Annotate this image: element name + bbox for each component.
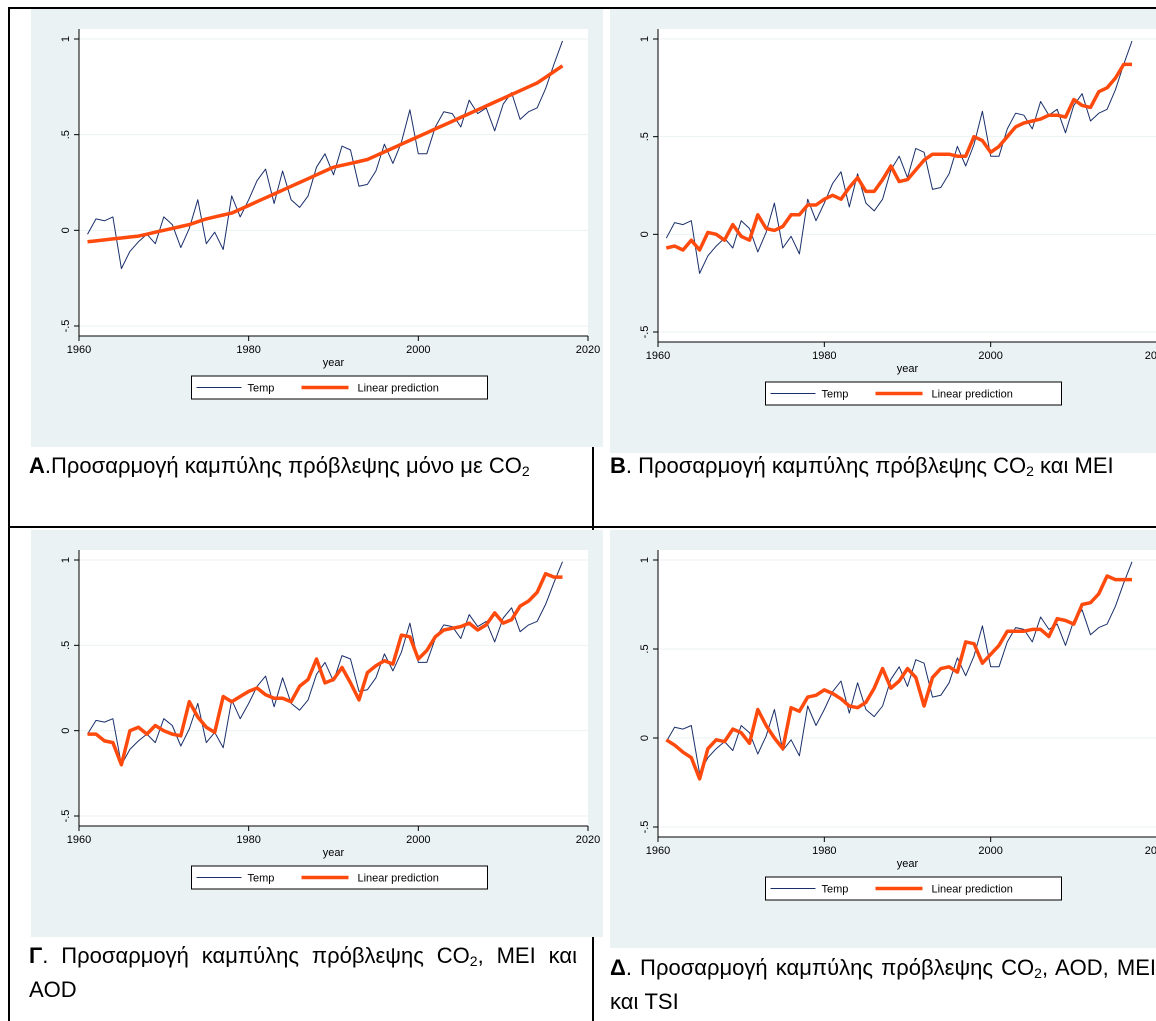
- caption-text: . Προσαρμογή καμπύλης πρόβλεψης CO: [626, 955, 1034, 980]
- x-tick-label: 1960: [646, 845, 670, 857]
- x-axis-label: year: [323, 357, 345, 369]
- legend: Temp Linear prediction: [192, 376, 488, 399]
- caption-c: Γ. Προσαρμογή καμπύλης πρόβλεψης CO2, ME…: [29, 939, 577, 1007]
- plot-area: [658, 550, 1156, 837]
- y-tick-label: 1: [639, 36, 651, 42]
- y-tick-label: 1: [60, 36, 72, 42]
- plot-area: [79, 29, 588, 336]
- x-tick-label: 2000: [406, 834, 430, 846]
- x-tick-label: 1960: [67, 834, 91, 846]
- caption-a: Α.Προσαρμογή καμπύλης πρόβλεψης μόνο με …: [29, 449, 577, 483]
- x-axis-label: year: [897, 363, 919, 375]
- caption-subscript: 2: [470, 953, 478, 969]
- caption-d: Δ. Προσαρμογή καμπύλης πρόβλεψης CO2, AO…: [610, 951, 1156, 1019]
- y-tick-label: -.5: [60, 810, 72, 823]
- chart-b: -.5 0 .5 1 1960 1980 2000 2020 year Temp Linear pr…: [610, 9, 1156, 453]
- y-tick-label: .5: [60, 130, 72, 139]
- legend: Temp Linear prediction: [192, 866, 488, 889]
- caption-b: Β. Προσαρμογή καμπύλης πρόβλεψης CO2 και…: [610, 449, 1156, 483]
- x-tick-label: 1980: [236, 834, 260, 846]
- x-tick-label: 1980: [812, 350, 836, 362]
- caption-tail: και MEI: [1034, 453, 1114, 478]
- y-tick-label: 0: [60, 728, 72, 734]
- caption-letter: Β: [610, 453, 626, 478]
- y-tick-label: -.5: [639, 821, 651, 834]
- y-tick-label: 0: [639, 231, 651, 237]
- caption-text: . Προσαρμογή καμπύλης πρόβλεψης CO: [42, 943, 470, 968]
- x-tick-label: 1980: [236, 344, 260, 356]
- y-tick-label: 1: [60, 557, 72, 563]
- legend-label-prediction: Linear prediction: [358, 383, 439, 395]
- legend-label-prediction: Linear prediction: [358, 873, 439, 885]
- caption-subscript: 2: [1034, 965, 1042, 981]
- x-tick-label: 2000: [978, 350, 1002, 362]
- legend-label-prediction: Linear prediction: [932, 389, 1013, 401]
- chart-a: -.5 0 .5 1 1960 1980 2000 2020 year Temp Linear pr…: [31, 9, 603, 447]
- chart-c: -.5 0 .5 1 1960 1980 2000 2020 year Temp Linear pr…: [31, 530, 603, 937]
- x-tick-label: 1960: [646, 350, 670, 362]
- caption-letter: Γ: [29, 943, 42, 968]
- caption-letter: Δ: [610, 955, 626, 980]
- y-tick-label: 0: [639, 735, 651, 741]
- y-tick-label: .5: [639, 132, 651, 141]
- y-tick-label: -.5: [639, 326, 651, 339]
- x-axis-label: year: [323, 847, 345, 859]
- legend-label-temp: Temp: [822, 884, 849, 896]
- y-tick-label: .5: [639, 644, 651, 653]
- x-tick-label: 1980: [812, 845, 836, 857]
- plot-area: [658, 29, 1156, 342]
- legend: Temp Linear prediction: [766, 877, 1062, 900]
- x-tick-label: 2020: [1145, 350, 1156, 362]
- caption-letter: Α: [29, 453, 45, 478]
- legend-label-temp: Temp: [822, 389, 849, 401]
- y-tick-label: .5: [60, 641, 72, 650]
- y-tick-label: -.5: [60, 320, 72, 333]
- x-axis-label: year: [897, 858, 919, 870]
- chart-d: -.5 0 .5 1 1960 1980 2000 2020 year Temp Linear pr…: [610, 530, 1156, 948]
- legend-label-temp: Temp: [248, 873, 275, 885]
- x-tick-label: 1960: [67, 344, 91, 356]
- legend-label-temp: Temp: [248, 383, 275, 395]
- x-tick-label: 2000: [978, 845, 1002, 857]
- caption-text: .Προσαρμογή καμπύλης πρόβλεψης μόνο με C…: [45, 453, 522, 478]
- x-tick-label: 2000: [406, 344, 430, 356]
- caption-subscript: 2: [1026, 463, 1034, 479]
- x-tick-label: 2020: [1145, 845, 1156, 857]
- y-tick-label: 1: [639, 557, 651, 563]
- x-tick-label: 2020: [576, 344, 600, 356]
- table-divider-horizontal: [8, 526, 1156, 528]
- y-tick-label: 0: [60, 227, 72, 233]
- legend: Temp Linear prediction: [766, 382, 1062, 405]
- legend-label-prediction: Linear prediction: [932, 884, 1013, 896]
- plot-area: [79, 550, 588, 826]
- x-tick-label: 2020: [576, 834, 600, 846]
- caption-subscript: 2: [522, 463, 530, 479]
- caption-text: . Προσαρμογή καμπύλης πρόβλεψης CO: [626, 453, 1026, 478]
